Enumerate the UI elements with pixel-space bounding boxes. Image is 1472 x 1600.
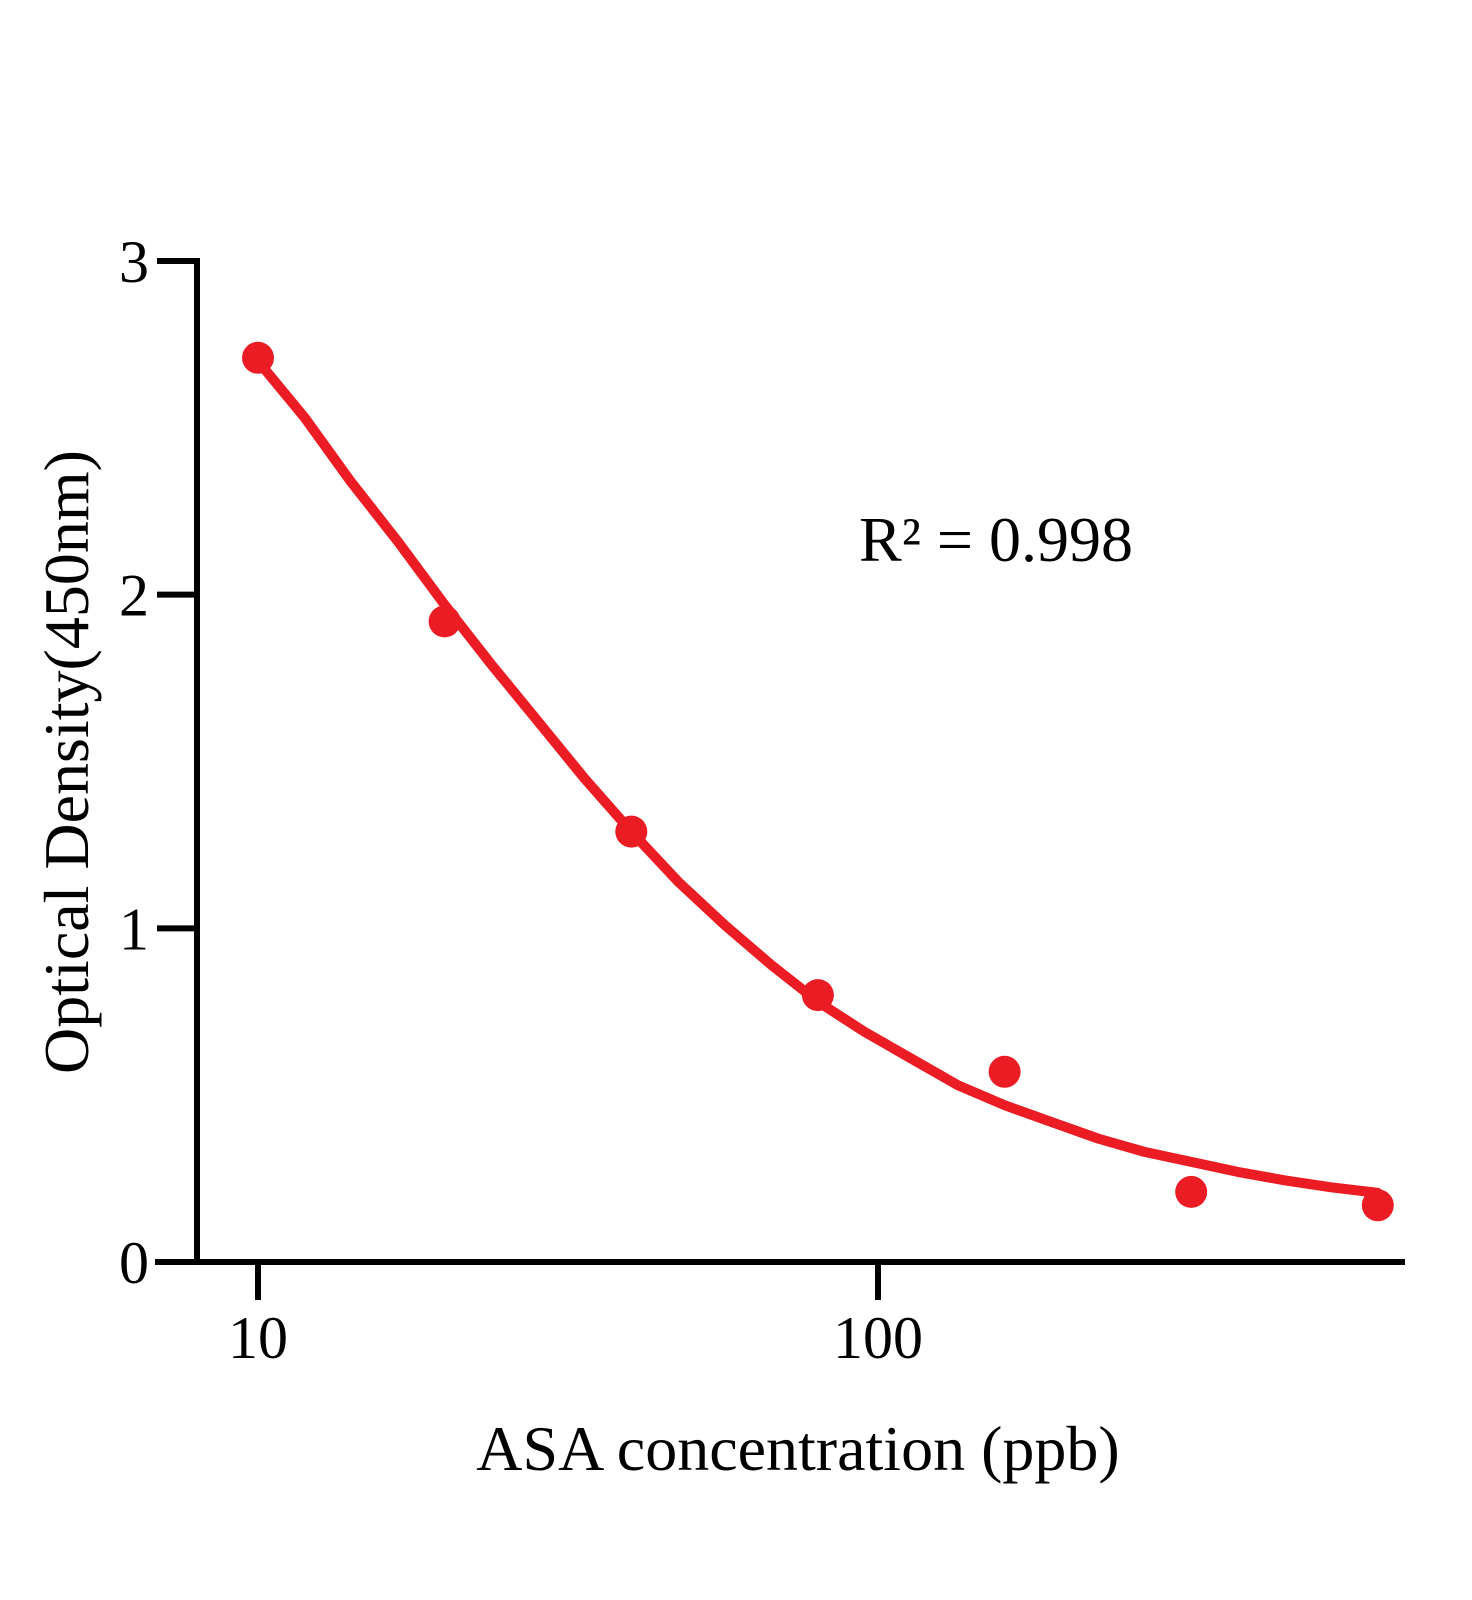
- x-tick-label: 100: [833, 1305, 923, 1371]
- axis-ticks: 0 1 2 3 10 100: [119, 229, 923, 1371]
- x-axis-title: ASA concentration (ppb): [476, 1413, 1119, 1484]
- data-point: [428, 605, 461, 638]
- y-axis-title: Optical Density(450nm): [31, 450, 102, 1074]
- axes: [155, 258, 1405, 1265]
- data-point: [801, 979, 834, 1012]
- data-point: [988, 1055, 1021, 1088]
- data-point: [1361, 1189, 1394, 1222]
- y-tick-label: 2: [119, 563, 149, 629]
- fit-curve-path: [253, 356, 1383, 1198]
- data-point: [242, 341, 274, 374]
- data-point: [1175, 1175, 1208, 1208]
- fit-curve: [253, 356, 1383, 1198]
- x-tick-label: 10: [228, 1305, 288, 1371]
- y-tick-label: 3: [119, 229, 149, 295]
- data-points: [242, 341, 1394, 1222]
- data-point: [615, 815, 648, 848]
- y-tick-label: 1: [119, 896, 149, 962]
- y-tick-label: 0: [119, 1230, 149, 1296]
- r-squared-annotation: R² = 0.998: [859, 504, 1133, 575]
